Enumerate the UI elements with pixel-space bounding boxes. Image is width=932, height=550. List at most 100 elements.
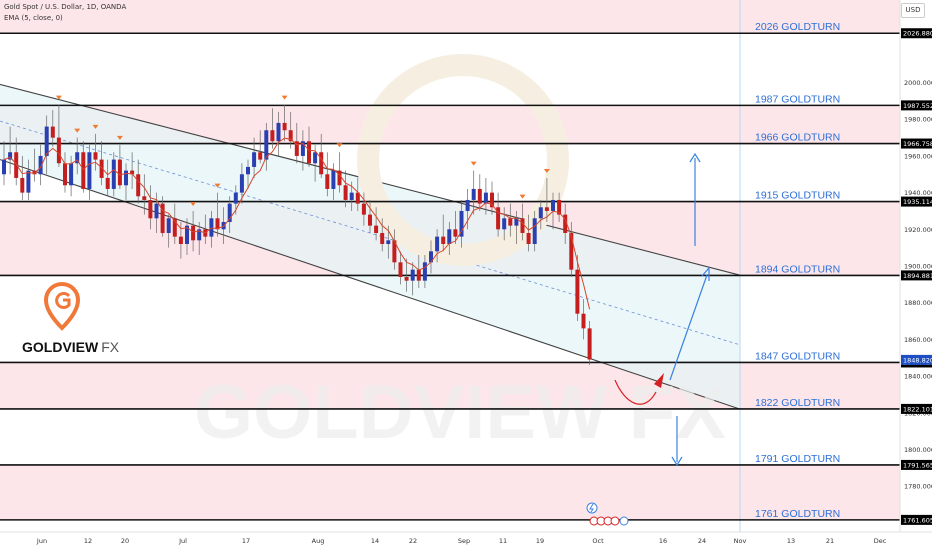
- bear-candle: [380, 232, 385, 244]
- swing-marker-icon: [55, 95, 62, 100]
- level-label: 1966 GOLDTURN: [755, 132, 840, 144]
- level-price-text: 1894.881: [903, 272, 932, 280]
- price-tick-label: 1980.000: [904, 116, 932, 124]
- level-price-tag: [901, 270, 932, 281]
- logo-text: GOLDVIEW FX: [22, 339, 120, 355]
- time-tick-label: 21: [826, 537, 834, 545]
- bear-candle: [526, 232, 531, 244]
- bear-candle: [93, 152, 98, 160]
- bear-candle: [416, 269, 421, 281]
- level-price-tag: [901, 138, 932, 149]
- bull-candle: [233, 192, 238, 204]
- bear-candle: [496, 207, 501, 230]
- time-tick-label: 12: [84, 537, 92, 545]
- price-tick-label: 1940.000: [904, 189, 932, 197]
- level-price-tag: [901, 403, 932, 414]
- level-label: 1987 GOLDTURN: [755, 93, 840, 105]
- time-tick-label: Jun: [36, 537, 47, 545]
- bear-candle: [374, 225, 379, 233]
- time-tick-label: Oct: [592, 537, 604, 545]
- level-price-text: 1987.552: [903, 102, 932, 110]
- time-tick-label: Jul: [178, 537, 187, 545]
- time-tick-label: 11: [499, 537, 507, 545]
- bear-candle: [99, 159, 104, 178]
- indicator-legend[interactable]: EMA (5, close, 0): [4, 14, 63, 22]
- bull-candle: [8, 152, 13, 160]
- bull-candle: [154, 203, 159, 219]
- price-tick-label: 1880.000: [904, 299, 932, 307]
- bear-candle: [343, 185, 348, 200]
- bull-candle: [483, 192, 488, 204]
- level-label: 1761 GOLDTURN: [755, 508, 840, 520]
- bear-candle: [270, 130, 275, 142]
- bull-candle: [422, 262, 427, 281]
- bear-candle: [557, 199, 562, 215]
- swing-marker-icon: [190, 201, 197, 206]
- bear-candle: [325, 174, 330, 189]
- economic-events[interactable]: [586, 502, 629, 526]
- bull-candle: [502, 218, 507, 230]
- bull-candle: [551, 199, 555, 211]
- bear-candle: [337, 170, 342, 186]
- target-up-arrow-icon: [689, 152, 701, 163]
- price-tick-label: 1960.000: [904, 152, 932, 160]
- time-tick-label: 17: [242, 537, 250, 545]
- bear-candle: [105, 177, 110, 189]
- swing-marker-icon: [116, 135, 123, 140]
- price-tick-label: 1920.000: [904, 226, 932, 234]
- level-label: 1791 GOLDTURN: [755, 453, 840, 465]
- bull-candle: [26, 170, 31, 193]
- level-price-text: 1822.101: [903, 405, 932, 413]
- level-price-text: 1966.758: [903, 140, 932, 148]
- bear-candle: [136, 174, 141, 197]
- bear-candle: [490, 192, 494, 208]
- time-tick-label: 13: [787, 537, 795, 545]
- bull-candle: [331, 170, 336, 189]
- level-label: 2026 GOLDTURN: [755, 21, 840, 33]
- bull-candle: [313, 152, 318, 164]
- price-tick-label: 1800.000: [904, 446, 932, 454]
- bull-candle: [227, 203, 232, 222]
- level-lines: [0, 32, 900, 521]
- event-flag-icon: [610, 516, 620, 526]
- projection-curve-arrow-icon: [654, 373, 664, 388]
- bear-candle: [14, 152, 19, 178]
- level-price-tag: [901, 514, 932, 525]
- bull-candle: [532, 218, 537, 244]
- bear-candle: [32, 170, 37, 175]
- time-axis[interactable]: Jun 12 20 Jul 17 Aug 14 22 Sep 11 19 Oct 16 24 Nov 13 21…: [36, 537, 887, 545]
- bear-candle: [575, 269, 580, 314]
- bear-candle: [142, 196, 147, 200]
- time-tick-label: 20: [121, 537, 129, 545]
- currency-button[interactable]: USD: [901, 3, 925, 18]
- bear-candle: [392, 240, 397, 263]
- price-tick-label: 1900.000: [904, 263, 932, 271]
- projection-drawing: [614, 152, 710, 467]
- bull-candle: [38, 155, 43, 175]
- time-tick-label: 22: [409, 537, 417, 545]
- current-price-tag: [901, 354, 932, 365]
- bull-candle: [69, 163, 74, 186]
- logo-g-icon: [55, 292, 71, 309]
- bear-candle: [441, 236, 446, 244]
- bear-candle: [361, 203, 366, 215]
- bull-candle: [185, 225, 189, 244]
- bear-candle: [130, 170, 135, 175]
- bear-candle: [178, 236, 183, 244]
- bull-candle: [459, 210, 464, 237]
- swing-marker-icon: [470, 161, 477, 166]
- time-tick-label: 14: [371, 537, 379, 545]
- bull-candle: [386, 240, 391, 244]
- bear-candle: [563, 214, 568, 233]
- bull-candle: [239, 174, 244, 193]
- bear-candle: [508, 218, 513, 226]
- symbol-title[interactable]: Gold Spot / U.S. Dollar, 1D, OANDA: [4, 3, 127, 11]
- level-price-text: 1791.565: [903, 461, 932, 469]
- level-label: 1894 GOLDTURN: [755, 263, 840, 275]
- bear-candle: [587, 328, 592, 360]
- bull-candle: [44, 126, 49, 156]
- bull-candle: [276, 122, 281, 142]
- ema-line: [3, 137, 591, 310]
- bear-candle: [569, 232, 574, 270]
